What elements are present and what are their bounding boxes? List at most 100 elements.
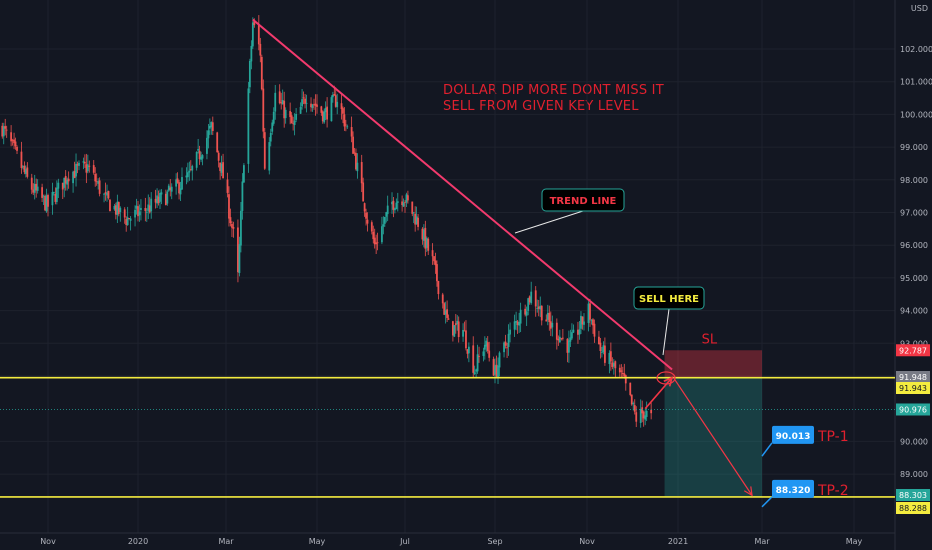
candle-body — [355, 153, 357, 170]
candle-body — [360, 162, 363, 184]
candle-body — [466, 349, 469, 354]
candles — [1, 15, 653, 428]
candle-body — [352, 136, 354, 154]
candle-body — [334, 95, 337, 107]
candle-body — [14, 141, 17, 147]
candle-body — [195, 152, 198, 168]
candle-body — [20, 151, 23, 169]
candle-body — [272, 111, 275, 124]
price-tick-label: 96.000 — [900, 241, 928, 250]
candle-body — [515, 320, 518, 323]
callout-text: SELL HERE — [639, 294, 699, 305]
price-tick-label: 94.000 — [900, 307, 928, 316]
candle-body — [320, 106, 323, 113]
candle-body — [128, 218, 131, 220]
candle-body — [424, 227, 427, 249]
price-label-box — [896, 403, 930, 416]
candle-body — [446, 309, 448, 318]
candle-body — [436, 264, 438, 282]
candle-body — [42, 195, 45, 197]
candle-body — [372, 231, 375, 240]
candle-body — [375, 242, 378, 245]
candle-body — [247, 88, 250, 164]
candle-body — [394, 208, 396, 211]
candle-body — [24, 169, 27, 174]
candle-body — [126, 217, 129, 226]
price-label-text: 92.787 — [899, 346, 927, 355]
candle-body — [566, 338, 569, 353]
candle-body — [650, 409, 653, 414]
candle-body — [220, 163, 223, 173]
candle-body — [206, 137, 208, 154]
candle-body — [134, 209, 136, 218]
candle-body — [509, 329, 511, 335]
arrow-shaft — [644, 377, 673, 410]
candle-body — [391, 201, 393, 205]
candle-body — [23, 165, 26, 173]
candle-body — [178, 182, 180, 194]
price-tick-label: 89.000 — [900, 470, 928, 479]
candle-body — [129, 218, 132, 221]
candle-body — [36, 186, 39, 191]
candle-body — [381, 226, 383, 243]
candle-body — [365, 212, 367, 219]
candle-body — [259, 43, 262, 56]
candle-body — [301, 99, 303, 107]
candle-body — [525, 311, 528, 316]
candle-body — [396, 201, 399, 203]
candle-body — [290, 115, 293, 124]
candle-body — [104, 192, 107, 194]
trend-line-callout: TREND LINE — [514, 188, 625, 234]
currency-label: USD — [910, 4, 928, 13]
candle-body — [623, 373, 626, 377]
candle-body — [478, 356, 480, 357]
tp-pointer — [761, 496, 773, 508]
candle-body — [422, 229, 425, 241]
candle-body — [572, 329, 575, 333]
candle-body — [545, 319, 548, 322]
candle-body — [67, 178, 70, 182]
candle-body — [401, 201, 404, 206]
candle-body — [612, 363, 615, 367]
candle-body — [472, 345, 475, 373]
candle-body — [170, 186, 173, 192]
candle-body — [551, 322, 554, 328]
candle-body — [632, 403, 635, 405]
candle-body — [85, 164, 88, 173]
candle-body — [614, 361, 617, 369]
tp2-tag: 88.320 TP-2 — [761, 479, 849, 508]
candle-body — [176, 178, 179, 183]
time-tick-label: Sep — [487, 537, 502, 546]
candle-body — [117, 202, 120, 214]
time-tick-label: 2021 — [668, 537, 688, 546]
candle-body — [148, 205, 151, 213]
sl-label: SL — [702, 332, 718, 347]
candle-body — [217, 152, 220, 161]
candle-body — [66, 179, 69, 185]
candle-body — [284, 109, 287, 119]
candle-body — [107, 191, 110, 199]
candle-body — [263, 132, 266, 169]
time-axis: Nov 2020 Mar May Jul Sep Nov 2021 Mar May — [40, 537, 862, 546]
candle-body — [483, 344, 486, 350]
candle-body — [305, 102, 308, 104]
candle-body — [53, 191, 55, 193]
entry-arrow — [644, 376, 674, 410]
candle-body — [76, 164, 79, 166]
candle-body — [593, 323, 596, 337]
candle-body — [331, 94, 334, 98]
candle-body — [407, 195, 409, 201]
candle-body — [492, 359, 495, 376]
candle-body — [32, 189, 35, 193]
price-label-box — [896, 489, 930, 501]
candle-body — [140, 207, 142, 211]
candle-body — [356, 162, 359, 172]
candle-body — [425, 237, 428, 248]
candle-body — [113, 205, 116, 210]
candle-body — [609, 351, 612, 362]
candle-body — [340, 103, 343, 110]
candle-body — [237, 227, 239, 273]
candle-body — [592, 319, 594, 326]
time-tick-label: Mar — [218, 537, 234, 546]
